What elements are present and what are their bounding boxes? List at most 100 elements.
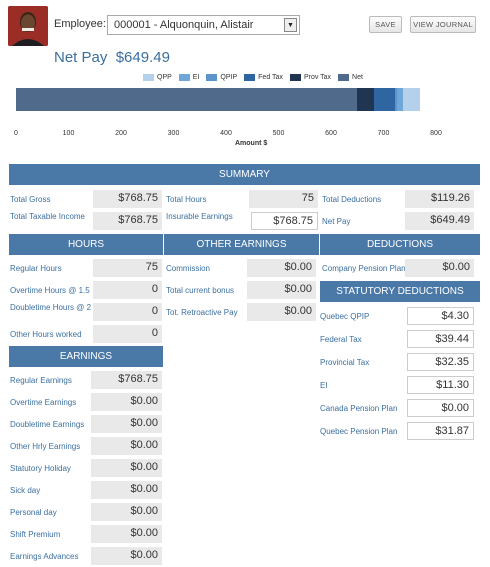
doubletime-earnings-value: $0.00 (91, 415, 162, 433)
legend-item: QPP (143, 73, 172, 81)
employee-avatar (8, 6, 48, 46)
shift-premium-label: Shift Premium (10, 530, 61, 539)
legend-swatch (244, 73, 256, 81)
federal-tax-value: $39.44 (407, 330, 474, 348)
doubletime-hours-value: 0 (93, 303, 162, 321)
overtime-hours-label: Overtime Hours @ 1.5 (10, 286, 90, 295)
deductions-header: DEDUCTIONS (320, 234, 480, 255)
dropdown-arrow-icon[interactable]: ▼ (284, 18, 297, 32)
x-axis-title: Amount $ (235, 140, 268, 147)
total-gross-value: $768.75 (93, 190, 162, 208)
legend-item: Net (338, 73, 363, 81)
commission-value: $0.00 (247, 259, 316, 277)
insurable-earnings-value: $768.75 (251, 212, 318, 230)
legend-swatch (143, 73, 154, 81)
sick-day-value: $0.00 (91, 481, 162, 499)
sick-day-label: Sick day (10, 486, 41, 495)
net-pay-value: $649.49 (115, 49, 170, 66)
net-pay-label: Net Pay (54, 49, 108, 66)
other-hrly-earnings-label: Other Hrly Earnings (10, 442, 81, 451)
legend-item: EI (178, 73, 199, 81)
overtime-earnings-value: $0.00 (91, 393, 162, 411)
total-taxable-label: Total Taxable Income (10, 212, 86, 221)
legend-swatch (289, 73, 301, 81)
x-tick-label: 300 (167, 130, 180, 137)
x-tick-label: 500 (272, 130, 285, 137)
legend-swatch (206, 73, 218, 81)
legend-label: QPIP (220, 73, 238, 81)
personal-day-label: Personal day (10, 508, 57, 517)
current-bonus-value: $0.00 (247, 281, 316, 299)
quebec-pension-plan-value: $31.87 (407, 422, 474, 440)
bar-segment-ei[interactable] (396, 88, 403, 111)
commission-label: Commission (166, 264, 211, 273)
x-tick-label: 800 (430, 130, 442, 137)
other-hrly-earnings-value: $0.00 (91, 437, 162, 455)
employee-select[interactable]: 000001 - Alquonquin, Alistair ▼ (107, 15, 300, 35)
legend-label: Net (352, 73, 363, 81)
bar-segment-qpp[interactable] (402, 88, 420, 111)
other-earnings-header: OTHER EARNINGS (164, 234, 319, 255)
view-journal-button[interactable]: VIEW JOURNAL (410, 16, 476, 33)
legend-swatch (178, 73, 190, 81)
provincial-tax-label: Provincial Tax (320, 358, 370, 367)
x-tick-label: 0 (14, 130, 18, 137)
summary-header: SUMMARY (9, 164, 480, 185)
hours-header: HOURS (9, 234, 163, 255)
legend-label: Prov Tax (303, 73, 332, 81)
statutory-deductions-header: STATUTORY DEDUCTIONS (320, 281, 480, 302)
legend-item: QPIP (206, 73, 238, 81)
employee-select-value: 000001 - Alquonquin, Alistair (114, 19, 254, 31)
legend-swatch (338, 73, 350, 81)
x-tick-label: 600 (325, 130, 337, 137)
ei-value: $11.30 (407, 376, 474, 394)
x-tick-label: 400 (220, 130, 232, 137)
summary-net-pay-label: Net Pay (322, 217, 351, 226)
bar-segment-fed-tax[interactable] (373, 88, 395, 111)
quebec-qpip-value: $4.30 (407, 307, 474, 325)
x-tick-label: 100 (62, 130, 75, 137)
regular-earnings-value: $768.75 (91, 371, 162, 389)
x-tick-label: 700 (377, 130, 390, 137)
bar-segment-qpip[interactable] (394, 88, 397, 111)
person-photo-icon (8, 6, 48, 46)
earnings-header: EARNINGS (9, 346, 163, 367)
legend-item: Prov Tax (289, 73, 332, 81)
retroactive-pay-value: $0.00 (247, 303, 316, 321)
legend-label: Fed Tax (258, 73, 283, 81)
doubletime-hours-label: Doubletime Hours @ 2 (10, 303, 92, 312)
regular-hours-value: 75 (93, 259, 162, 277)
bar-segment-net[interactable] (16, 88, 357, 111)
total-gross-label: Total Gross (10, 195, 51, 204)
canada-pension-plan-value: $0.00 (407, 399, 474, 417)
other-hours-label: Other Hours worked (10, 330, 82, 339)
doubletime-earnings-label: Doubletime Earnings (10, 420, 85, 429)
total-hours-value: 75 (249, 190, 318, 208)
legend-label: QPP (157, 73, 172, 81)
pay-breakdown-chart: 0 100 200 300 400 500 600 700 800 (14, 88, 480, 148)
bar-segment-prov-tax[interactable] (356, 88, 374, 111)
earnings-advances-label: Earnings Advances (10, 552, 79, 561)
employee-label: Employee: (54, 18, 106, 30)
canada-pension-plan-label: Canada Pension Plan (320, 404, 398, 413)
overtime-earnings-label: Overtime Earnings (10, 398, 77, 407)
total-hours-label: Total Hours (166, 195, 207, 204)
chart-legend: QPP EI QPIP Fed Tax Prov Tax Net (143, 72, 370, 82)
insurable-earnings-label: Insurable Earnings (166, 212, 233, 221)
retroactive-pay-label: Tot. Retroactive Pay (166, 308, 238, 317)
regular-hours-label: Regular Hours (10, 264, 62, 273)
summary-net-pay-value: $649.49 (405, 212, 474, 230)
company-pension-label: Company Pension Plan (322, 264, 406, 273)
x-tick-label: 200 (115, 130, 127, 137)
personal-day-value: $0.00 (91, 503, 162, 521)
federal-tax-label: Federal Tax (320, 335, 362, 344)
total-taxable-value: $768.75 (93, 212, 162, 230)
regular-earnings-label: Regular Earnings (10, 376, 72, 385)
statutory-holiday-label: Statutory Holiday (10, 464, 71, 473)
total-deductions-value: $119.26 (405, 190, 474, 208)
overtime-hours-value: 0 (93, 281, 162, 299)
net-pay-heading: Net Pay $649.49 (54, 49, 170, 66)
save-button[interactable]: SAVE (369, 16, 402, 33)
statutory-holiday-value: $0.00 (91, 459, 162, 477)
shift-premium-value: $0.00 (91, 525, 162, 543)
